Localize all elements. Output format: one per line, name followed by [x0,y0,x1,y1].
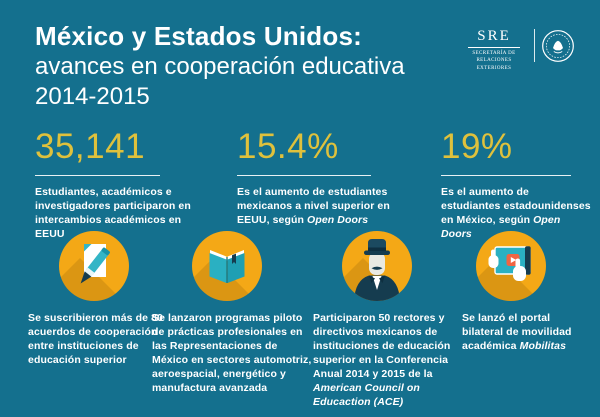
sre-rule [468,47,520,48]
sre-secretariat-line1: Secretaría de [472,51,516,56]
tablet-portal-icon [476,231,546,301]
stat-value: 35,141 [35,127,146,166]
mexico-seal-icon [541,29,575,63]
stat-exchanges: 35,141 Estudiantes, académicos e investi… [35,128,195,242]
title-sub: avances en cooperación educativa [35,53,405,80]
page-title: México y Estados Unidos: avances en coop… [35,20,405,112]
sre-logo: SRE Secretaría de Relaciones Exteriores [461,29,527,72]
achievement-mobilitas-portal: Se lanzó el portal bilateral de movilida… [462,312,572,353]
stat-underline [441,175,571,176]
title-main: México y Estados Unidos: [35,21,362,51]
achievement-agreements: Se suscribieron más de 80 acuerdos de co… [28,312,163,367]
title-years: 2014-2015 [35,83,150,110]
stat-mexican-students: 15.4% Es el aumento de estudiantes mexic… [237,128,405,228]
sre-secretariat-line2: Relaciones Exteriores [476,58,512,71]
stat-underline [35,175,160,176]
stat-description: Es el aumento de estudiantes estadounide… [441,186,591,240]
stat-us-students: 19% Es el aumento de estudiantes estadou… [441,128,591,242]
sre-acronym: SRE [477,28,511,44]
achievement-ace-conference: Participaron 50 rectores y directivos me… [313,312,451,409]
stat-value: 19% [441,127,513,166]
stat-description: Es el aumento de estudiantes mexicanos a… [237,186,390,226]
rector-person-icon [342,231,412,301]
logo-divider [534,29,535,62]
achievement-pilot-programs: Se lanzaron programas piloto de práctica… [152,312,312,395]
stat-description: Estudiantes, académicos e investigadores… [35,186,191,240]
stat-value: 15.4% [237,127,339,166]
pen-document-icon [59,231,129,301]
stat-underline [237,175,371,176]
open-book-icon [192,231,262,301]
